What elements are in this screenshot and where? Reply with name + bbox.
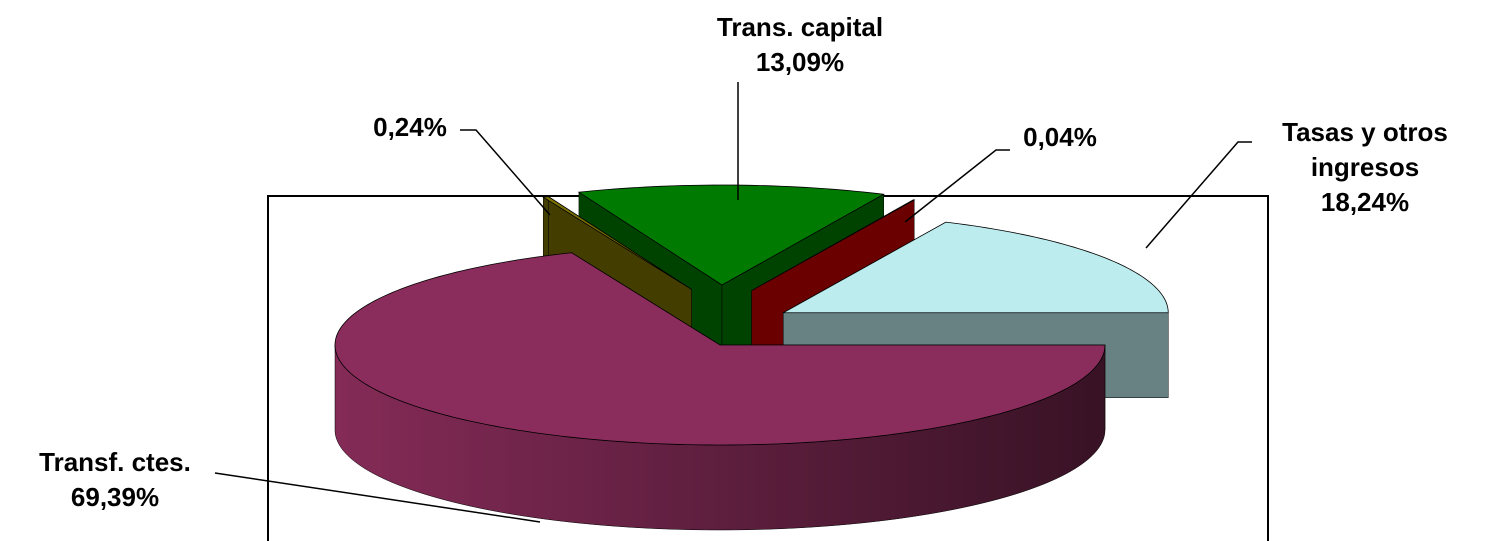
pie-slice [334,252,1106,531]
slice-label: Trans. capital 13,09% [680,10,920,80]
slice-top [781,221,1169,314]
slice-name: Transf. ctes. [39,447,191,477]
slice-top [542,196,692,290]
slice-top [334,252,1106,446]
slice-label: 0,04% [940,120,1180,155]
leader-line [460,129,551,216]
slice-top [577,184,886,286]
slice-name: Tasas y otros ingresos [1282,117,1448,182]
slice-label: 0,24% [290,110,530,145]
slice-value: 0,24% [373,112,447,142]
slice-value: 18,24% [1320,187,1410,217]
slice-value: 0,04% [1023,122,1097,152]
leader-line [214,472,541,523]
leader-line [904,149,1010,223]
slice-label: Tasas y otros ingresos 18,24% [1245,115,1485,220]
slice-value: 69,39% [70,482,160,512]
slice-label: Transf. ctes. 69,39% [0,445,235,515]
leader-line [1145,141,1252,249]
slice-top [751,199,916,291]
slice-value: 13,09% [755,47,845,77]
slice-name: Trans. capital [716,12,884,42]
